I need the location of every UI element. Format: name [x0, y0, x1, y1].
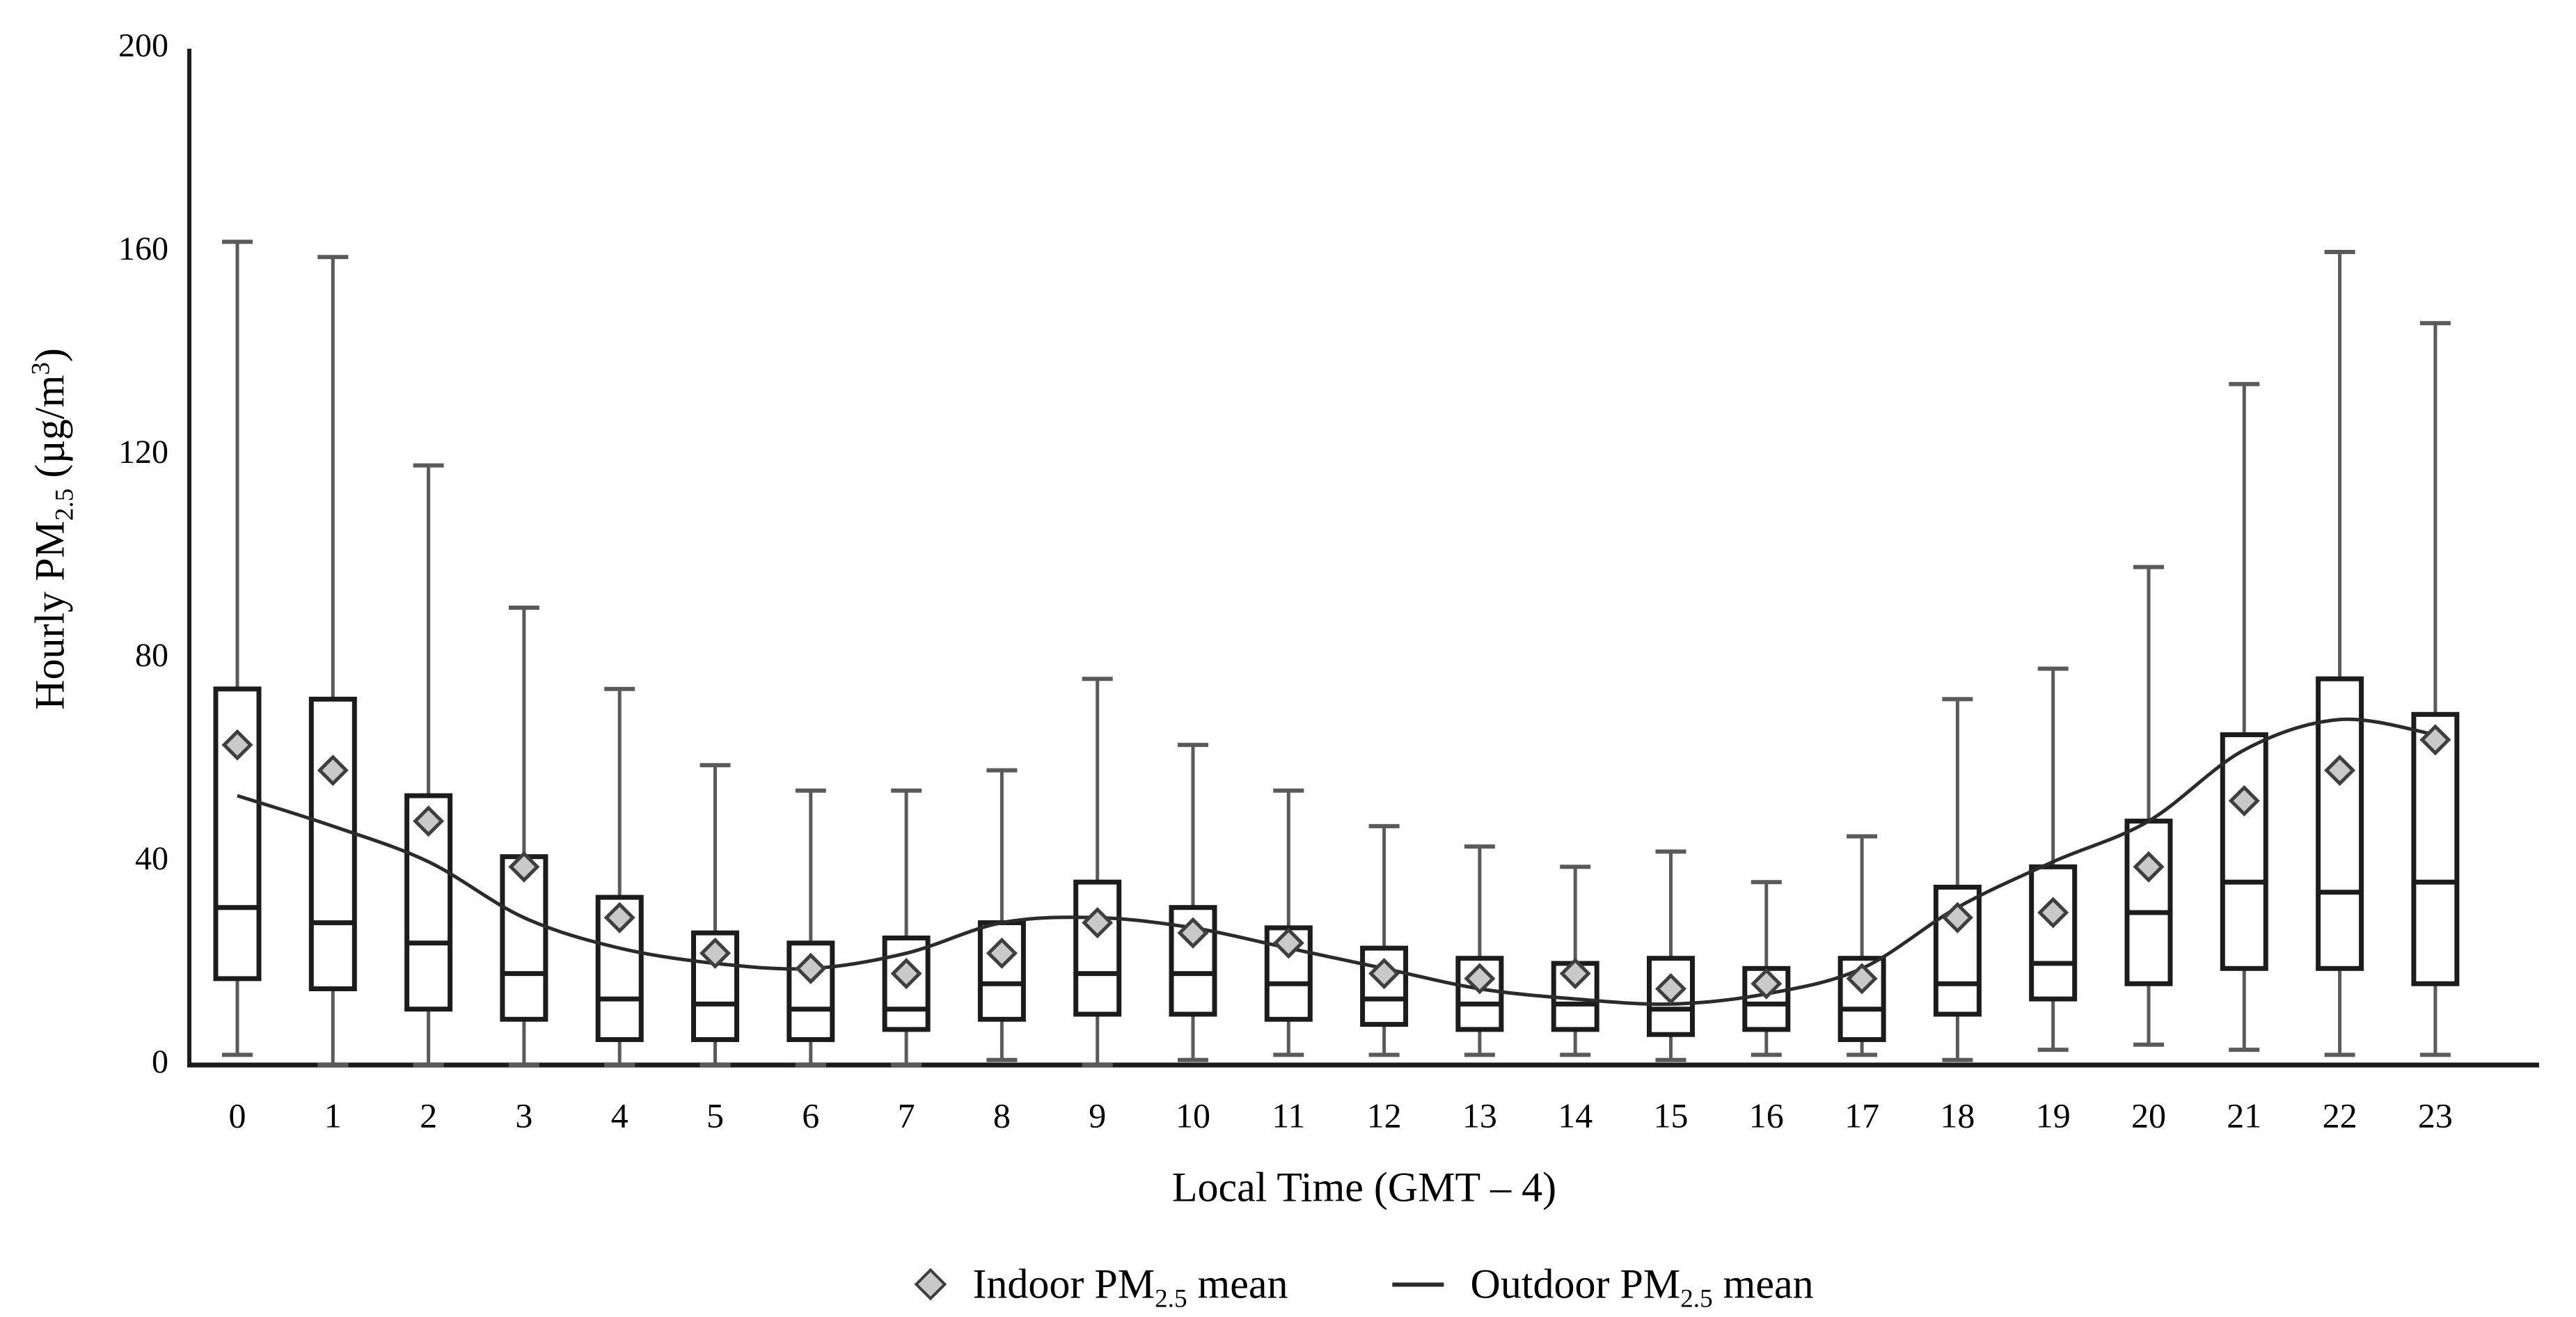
indoor-mean-marker-hour-1 [317, 755, 349, 787]
box-hour-2 [404, 793, 453, 1012]
y-axis-title: Hourly PM2.5 (µg/m3) [26, 348, 79, 710]
x-tick-label: 3 [515, 1096, 532, 1135]
indoor-mean-marker-hour-8 [986, 937, 1018, 969]
indoor-mean-marker-hour-10 [1177, 917, 1209, 949]
box-hour-22 [2316, 676, 2364, 971]
indoor-mean-marker-hour-17 [1846, 963, 1878, 995]
x-tick-label: 19 [2036, 1096, 2071, 1135]
x-axis-title-text: Local Time (GMT – 4) [1171, 1164, 1557, 1210]
box-hour-23 [2411, 711, 2460, 986]
x-tick-label: 13 [1462, 1096, 1497, 1135]
box-hour-4 [595, 894, 644, 1042]
indoor-mean-marker-hour-3 [508, 851, 540, 883]
y-tick-label: 40 [135, 840, 168, 877]
x-tick-label: 12 [1367, 1096, 1402, 1135]
box-hour-8 [977, 920, 1026, 1022]
indoor-mean-marker-hour-6 [795, 952, 827, 984]
box-hour-19 [2029, 864, 2078, 1002]
indoor-mean-marker-hour-12 [1368, 958, 1400, 990]
indoor-mean-marker-hour-18 [1941, 901, 1973, 933]
indoor-mean-marker-hour-15 [1654, 972, 1687, 1005]
legend-outdoor-label: Outdoor PM2.5 mean [1470, 1261, 1814, 1314]
legend-item-outdoor: Outdoor PM2.5 mean [1392, 1261, 1814, 1314]
y-tick-label: 120 [118, 434, 168, 471]
x-tick-label: 17 [1844, 1096, 1879, 1135]
y-axis-title-units: (µg/m [26, 374, 73, 489]
y-tick-label: 160 [118, 230, 168, 267]
indoor-mean-marker-hour-0 [221, 729, 253, 761]
indoor-mean-marker-hour-14 [1559, 958, 1591, 990]
box-hour-20 [2124, 819, 2173, 986]
x-tick-label: 2 [420, 1096, 437, 1135]
indoor-diamond-icon [914, 1268, 947, 1301]
indoor-mean-marker-hour-19 [2037, 897, 2069, 929]
x-tick-label: 14 [1558, 1096, 1593, 1135]
x-tick-label: 9 [1089, 1096, 1106, 1135]
x-tick-label: 20 [2131, 1096, 2166, 1135]
indoor-mean-marker-hour-20 [2133, 851, 2165, 883]
x-tick-label: 5 [706, 1096, 724, 1135]
x-tick-label: 4 [611, 1096, 629, 1135]
y-axis-title-close: ) [26, 348, 73, 363]
x-tick-label: 18 [1940, 1096, 1975, 1135]
x-tick-label: 10 [1176, 1096, 1210, 1135]
x-tick-label: 1 [324, 1096, 342, 1135]
y-tick-label: 80 [135, 637, 168, 674]
indoor-mean-marker-hour-11 [1272, 927, 1304, 959]
box-hour-9 [1073, 879, 1122, 1017]
x-tick-label: 7 [898, 1096, 915, 1135]
y-tick-label: 0 [152, 1043, 168, 1080]
y-axis-title-superscript: 3 [26, 362, 56, 375]
indoor-mean-marker-hour-2 [413, 805, 445, 837]
indoor-mean-marker-hour-7 [890, 958, 922, 990]
y-axis-title-subscript: 2.5 [50, 488, 79, 521]
indoor-mean-marker-hour-9 [1082, 907, 1114, 939]
indoor-mean-marker-hour-13 [1464, 963, 1496, 995]
x-tick-label: 6 [802, 1096, 819, 1135]
x-tick-label: 11 [1272, 1096, 1305, 1135]
indoor-mean-marker-hour-16 [1751, 968, 1783, 1000]
legend-item-indoor: Indoor PM2.5 mean [914, 1261, 1288, 1314]
x-tick-label: 23 [2418, 1096, 2453, 1135]
x-tick-label: 15 [1654, 1096, 1689, 1135]
indoor-mean-marker-hour-22 [2324, 755, 2356, 787]
x-tick-label: 16 [1749, 1096, 1784, 1135]
x-axis-title: Local Time (GMT – 4) [1172, 1164, 1556, 1212]
indoor-mean-marker-hour-23 [2419, 724, 2451, 756]
y-axis-title-text: Hourly PM [26, 521, 73, 710]
x-tick-label: 0 [229, 1096, 246, 1135]
indoor-mean-marker-hour-21 [2228, 784, 2260, 817]
outdoor-mean-line [237, 717, 2436, 1007]
legend-indoor-label: Indoor PM2.5 mean [972, 1261, 1288, 1314]
x-tick-label: 22 [2323, 1096, 2357, 1135]
y-tick-label: 200 [118, 27, 168, 64]
indoor-mean-marker-hour-5 [699, 937, 732, 969]
x-tick-label: 8 [993, 1096, 1011, 1135]
box-hour-21 [2220, 732, 2268, 971]
legend: Indoor PM2.5 mean Outdoor PM2.5 mean [914, 1261, 1814, 1314]
x-tick-label: 21 [2227, 1096, 2261, 1135]
outdoor-line-icon [1392, 1282, 1444, 1286]
box-hour-1 [308, 696, 357, 992]
indoor-mean-marker-hour-4 [603, 901, 635, 933]
